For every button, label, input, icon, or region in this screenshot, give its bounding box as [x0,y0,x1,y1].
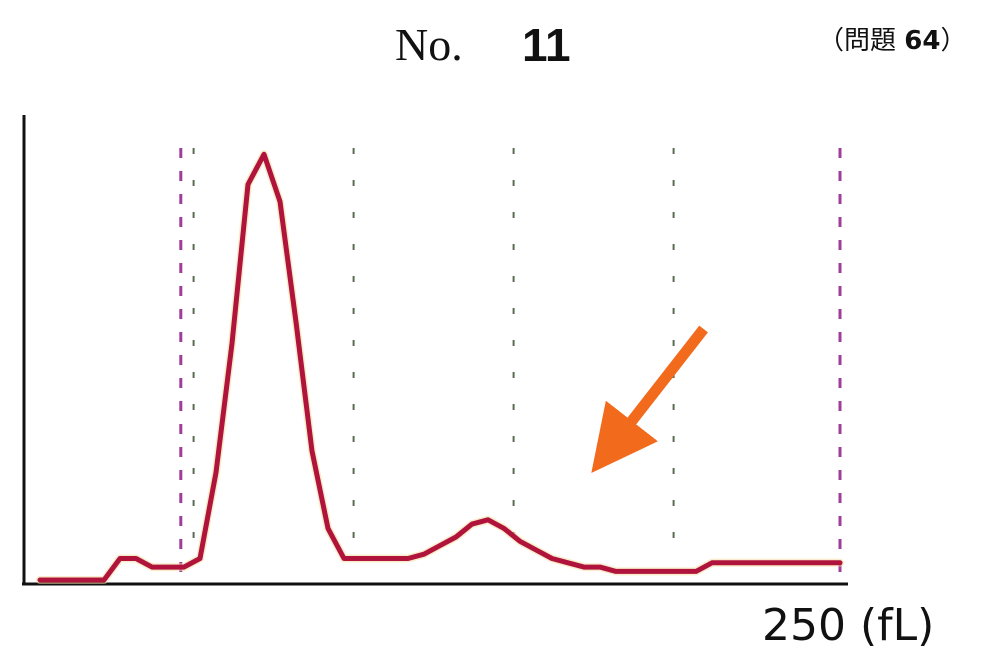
axes [22,115,848,586]
series-layer [36,150,844,584]
question-reference: （問題 64） [818,20,967,57]
question-ref-open: （ [818,26,845,56]
series-halo-0 [36,150,844,584]
chart-number-label: No. [395,19,463,70]
annotation-layer [591,325,708,474]
series-line-0 [37,151,843,583]
question-ref-number: 64 [904,26,941,56]
guide-lines [192,148,675,560]
chart-number: 11 [522,19,571,71]
x-axis-end-label: 250 (fL) [762,600,935,651]
question-ref-close: ） [940,26,967,56]
annotation-arrow-0 [591,325,708,474]
marker-lines [179,148,842,580]
question-ref-text: 問題 [844,26,897,56]
